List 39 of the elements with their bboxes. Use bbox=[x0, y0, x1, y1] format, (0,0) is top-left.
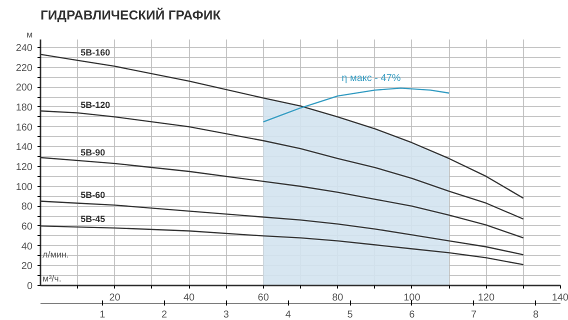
y-tick-label: 80 bbox=[21, 202, 33, 213]
y-tick-label: 200 bbox=[16, 82, 33, 94]
series-label: 5B-90 bbox=[80, 148, 106, 158]
x2-tick-label: 4 bbox=[285, 310, 292, 320]
x2-tick-label: 8 bbox=[532, 310, 539, 320]
x-tick-label: 80 bbox=[332, 292, 344, 304]
x2-axis-title: м³/ч. bbox=[42, 274, 62, 284]
y-tick-label: 240 bbox=[16, 42, 33, 54]
series-label: 5B-60 bbox=[80, 190, 106, 200]
x2-tick-label: 3 bbox=[223, 310, 230, 320]
x-tick-label: 40 bbox=[184, 292, 196, 304]
y-tick-label: 0 bbox=[26, 281, 33, 292]
y-tick-label: 20 bbox=[21, 261, 33, 272]
series-label: 5B-160 bbox=[80, 47, 110, 58]
series-label: 5B-45 bbox=[80, 214, 106, 224]
x2-tick-label: 5 bbox=[347, 310, 354, 320]
x2-tick-label: 2 bbox=[162, 310, 168, 320]
y-tick-label: 60 bbox=[21, 221, 33, 232]
x-tick-label: 100 bbox=[404, 292, 421, 304]
y-tick-label: 120 bbox=[16, 162, 33, 173]
x-tick-label: 140 bbox=[552, 292, 568, 304]
annotation: η макс - 47% bbox=[342, 73, 401, 84]
y-tick-label: 100 bbox=[16, 182, 33, 193]
chart-title: ГИДРАВЛИЧЕСКИЙ ГРАФИК bbox=[40, 8, 221, 22]
x-tick-label: 20 bbox=[109, 292, 121, 304]
y-axis-title: м bbox=[26, 30, 33, 40]
series-label: 5B-120 bbox=[80, 100, 110, 110]
y-tick-label: 220 bbox=[16, 62, 33, 74]
line-series bbox=[262, 87, 450, 122]
y-tick-label: 40 bbox=[21, 241, 33, 252]
y-tick-label: 140 bbox=[16, 142, 33, 154]
x2-tick-label: 6 bbox=[409, 310, 416, 320]
x-axis-title: л/мин. bbox=[42, 250, 69, 260]
x2-tick-label: 1 bbox=[100, 310, 106, 320]
x-tick-label: 120 bbox=[478, 292, 495, 304]
x-tick-label: 60 bbox=[258, 292, 270, 304]
x2-tick-label: 7 bbox=[471, 310, 478, 320]
y-tick-label: 160 bbox=[16, 122, 33, 134]
y-tick-label: 180 bbox=[16, 102, 33, 114]
